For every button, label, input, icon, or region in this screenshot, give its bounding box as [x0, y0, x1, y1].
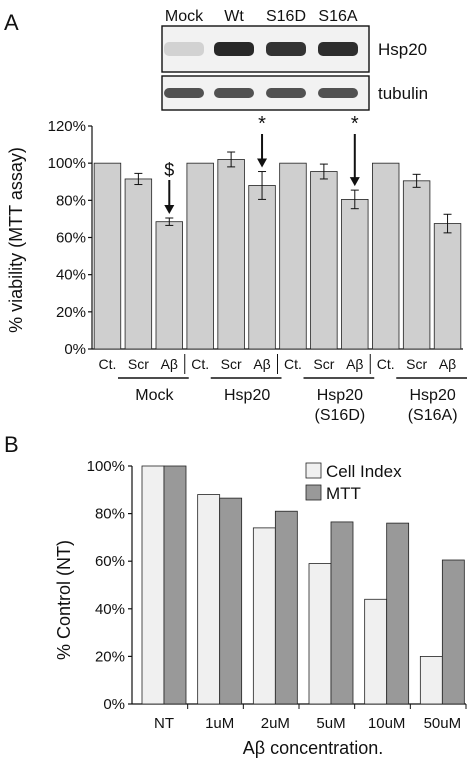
chart-a-group-label: Mock	[135, 387, 174, 404]
chart-a-bar	[279, 162, 307, 350]
chart-a-annotation: *	[351, 113, 359, 135]
chart-b-bar-cell-index	[197, 494, 221, 705]
blot-band	[266, 88, 306, 98]
chart-a-category-label: Scr	[221, 356, 242, 372]
chart-a-arrowhead	[257, 158, 268, 168]
chart-a-category-label: Ct.	[99, 356, 117, 372]
blot-band-label: Hsp20	[378, 40, 427, 59]
chart-a-category-label: Aβ	[346, 356, 363, 372]
control-chart: % Control (NT) Aβ concentration. 0% 20% 40…	[54, 458, 467, 758]
chart-b-bar-mtt	[219, 497, 243, 705]
chart-b-ytick-label: 0%	[103, 696, 125, 713]
chart-a-group-sublabel: (S16D)	[315, 407, 366, 424]
chart-b-bar-cell-index	[252, 527, 276, 705]
blot-lane-label: S16A	[318, 8, 357, 25]
chart-a-bar	[186, 162, 214, 350]
chart-a-category-label: Aβ	[161, 356, 178, 372]
blot-band-label: tubulin	[378, 84, 428, 103]
chart-b-bar-cell-index	[364, 598, 388, 705]
chart-b-ylabel: % Control (NT)	[54, 540, 74, 660]
chart-b-ytick-label: 40%	[95, 601, 125, 618]
chart-a-bar	[433, 223, 462, 350]
chart-a-bar	[93, 162, 122, 350]
chart-a-bar	[310, 171, 338, 350]
chart-b-bar-mtt	[441, 559, 465, 705]
chart-b-legend-swatch	[305, 462, 322, 479]
chart-b-bar-cell-index	[141, 465, 165, 705]
chart-b-category-label: 2uM	[261, 715, 290, 732]
chart-b-category-label: NT	[154, 715, 174, 732]
chart-b-category-label: 50uM	[424, 715, 462, 732]
panel-a-letter: A	[4, 10, 19, 35]
chart-a-category-label: Scr	[406, 356, 427, 372]
chart-a-group-label: Hsp20	[410, 387, 456, 404]
chart-b-ytick-label: 100%	[87, 458, 125, 475]
western-blot: Mock Wt S16D S16A Hsp20 tubulin	[161, 8, 428, 111]
chart-a-arrowhead	[164, 204, 175, 214]
chart-a-category-label: Ct.	[191, 356, 209, 372]
chart-a-group-label: Hsp20	[317, 387, 363, 404]
blot-band	[318, 88, 358, 98]
chart-a-bar	[217, 159, 245, 350]
chart-a-annotation: $	[164, 160, 174, 180]
chart-a-bar	[155, 221, 183, 350]
chart-b-ytick-label: 60%	[95, 553, 125, 570]
blot-lane-label: S16D	[266, 8, 306, 25]
chart-b-bar-mtt	[163, 465, 187, 705]
blot-band	[164, 88, 204, 98]
blot-band	[214, 88, 254, 98]
panel-b-letter: B	[4, 432, 19, 457]
chart-a-category-label: Scr	[128, 356, 149, 372]
chart-b-ytick-label: 20%	[95, 648, 125, 665]
chart-a-category-label: Ct.	[377, 356, 395, 372]
blot-lane-label: Wt	[224, 8, 244, 25]
chart-b-bar-mtt	[386, 522, 410, 705]
chart-a-ytick-label: 60%	[56, 230, 86, 247]
chart-a-category-label: Aβ	[253, 356, 270, 372]
chart-a-ylabel: % viability (MTT assay)	[6, 147, 26, 333]
chart-b-bar-cell-index	[419, 656, 443, 705]
chart-a-bar	[372, 162, 400, 350]
chart-a-arrowhead	[349, 177, 360, 187]
chart-a-bar	[341, 199, 369, 350]
chart-a-group-label: Hsp20	[224, 387, 270, 404]
chart-b-legend-swatch	[305, 484, 322, 501]
viability-chart: % viability (MTT assay) 0% 20% 40% 60% 80% 10…	[6, 113, 467, 424]
chart-a-category-label: Aβ	[439, 356, 456, 372]
chart-a-ytick-label: 120%	[48, 118, 86, 135]
blot-band	[164, 42, 204, 56]
chart-b-category-label: 10uM	[368, 715, 406, 732]
chart-a-category-label: Scr	[313, 356, 334, 372]
blot-band	[266, 42, 306, 56]
chart-b-bar-mtt	[274, 510, 298, 705]
blot-lane-label: Mock	[165, 8, 204, 25]
chart-b-bar-mtt	[330, 521, 354, 705]
chart-b-category-label: 1uM	[205, 715, 234, 732]
chart-a-annotation: *	[258, 113, 266, 135]
chart-b-bar-cell-index	[308, 563, 332, 705]
chart-b-ytick-label: 80%	[95, 506, 125, 523]
chart-b-legend-label: Cell Index	[326, 462, 402, 481]
chart-a-ytick-label: 20%	[56, 304, 86, 321]
blot-band	[318, 42, 358, 56]
chart-a-bar	[124, 178, 153, 350]
chart-a-ytick-label: 100%	[48, 155, 86, 172]
blot-band	[214, 42, 254, 56]
chart-a-bar	[248, 185, 276, 350]
chart-b-xlabel: Aβ concentration.	[243, 738, 383, 758]
chart-a-bar	[402, 180, 431, 350]
chart-a-ytick-label: 0%	[64, 341, 86, 358]
chart-a-ytick-label: 80%	[56, 192, 86, 209]
chart-b-legend-label: MTT	[326, 484, 361, 503]
chart-a-ytick-label: 40%	[56, 267, 86, 284]
chart-b-category-label: 5uM	[316, 715, 345, 732]
chart-a-group-sublabel: (S16A)	[408, 407, 458, 424]
chart-a-category-label: Ct.	[284, 356, 302, 372]
